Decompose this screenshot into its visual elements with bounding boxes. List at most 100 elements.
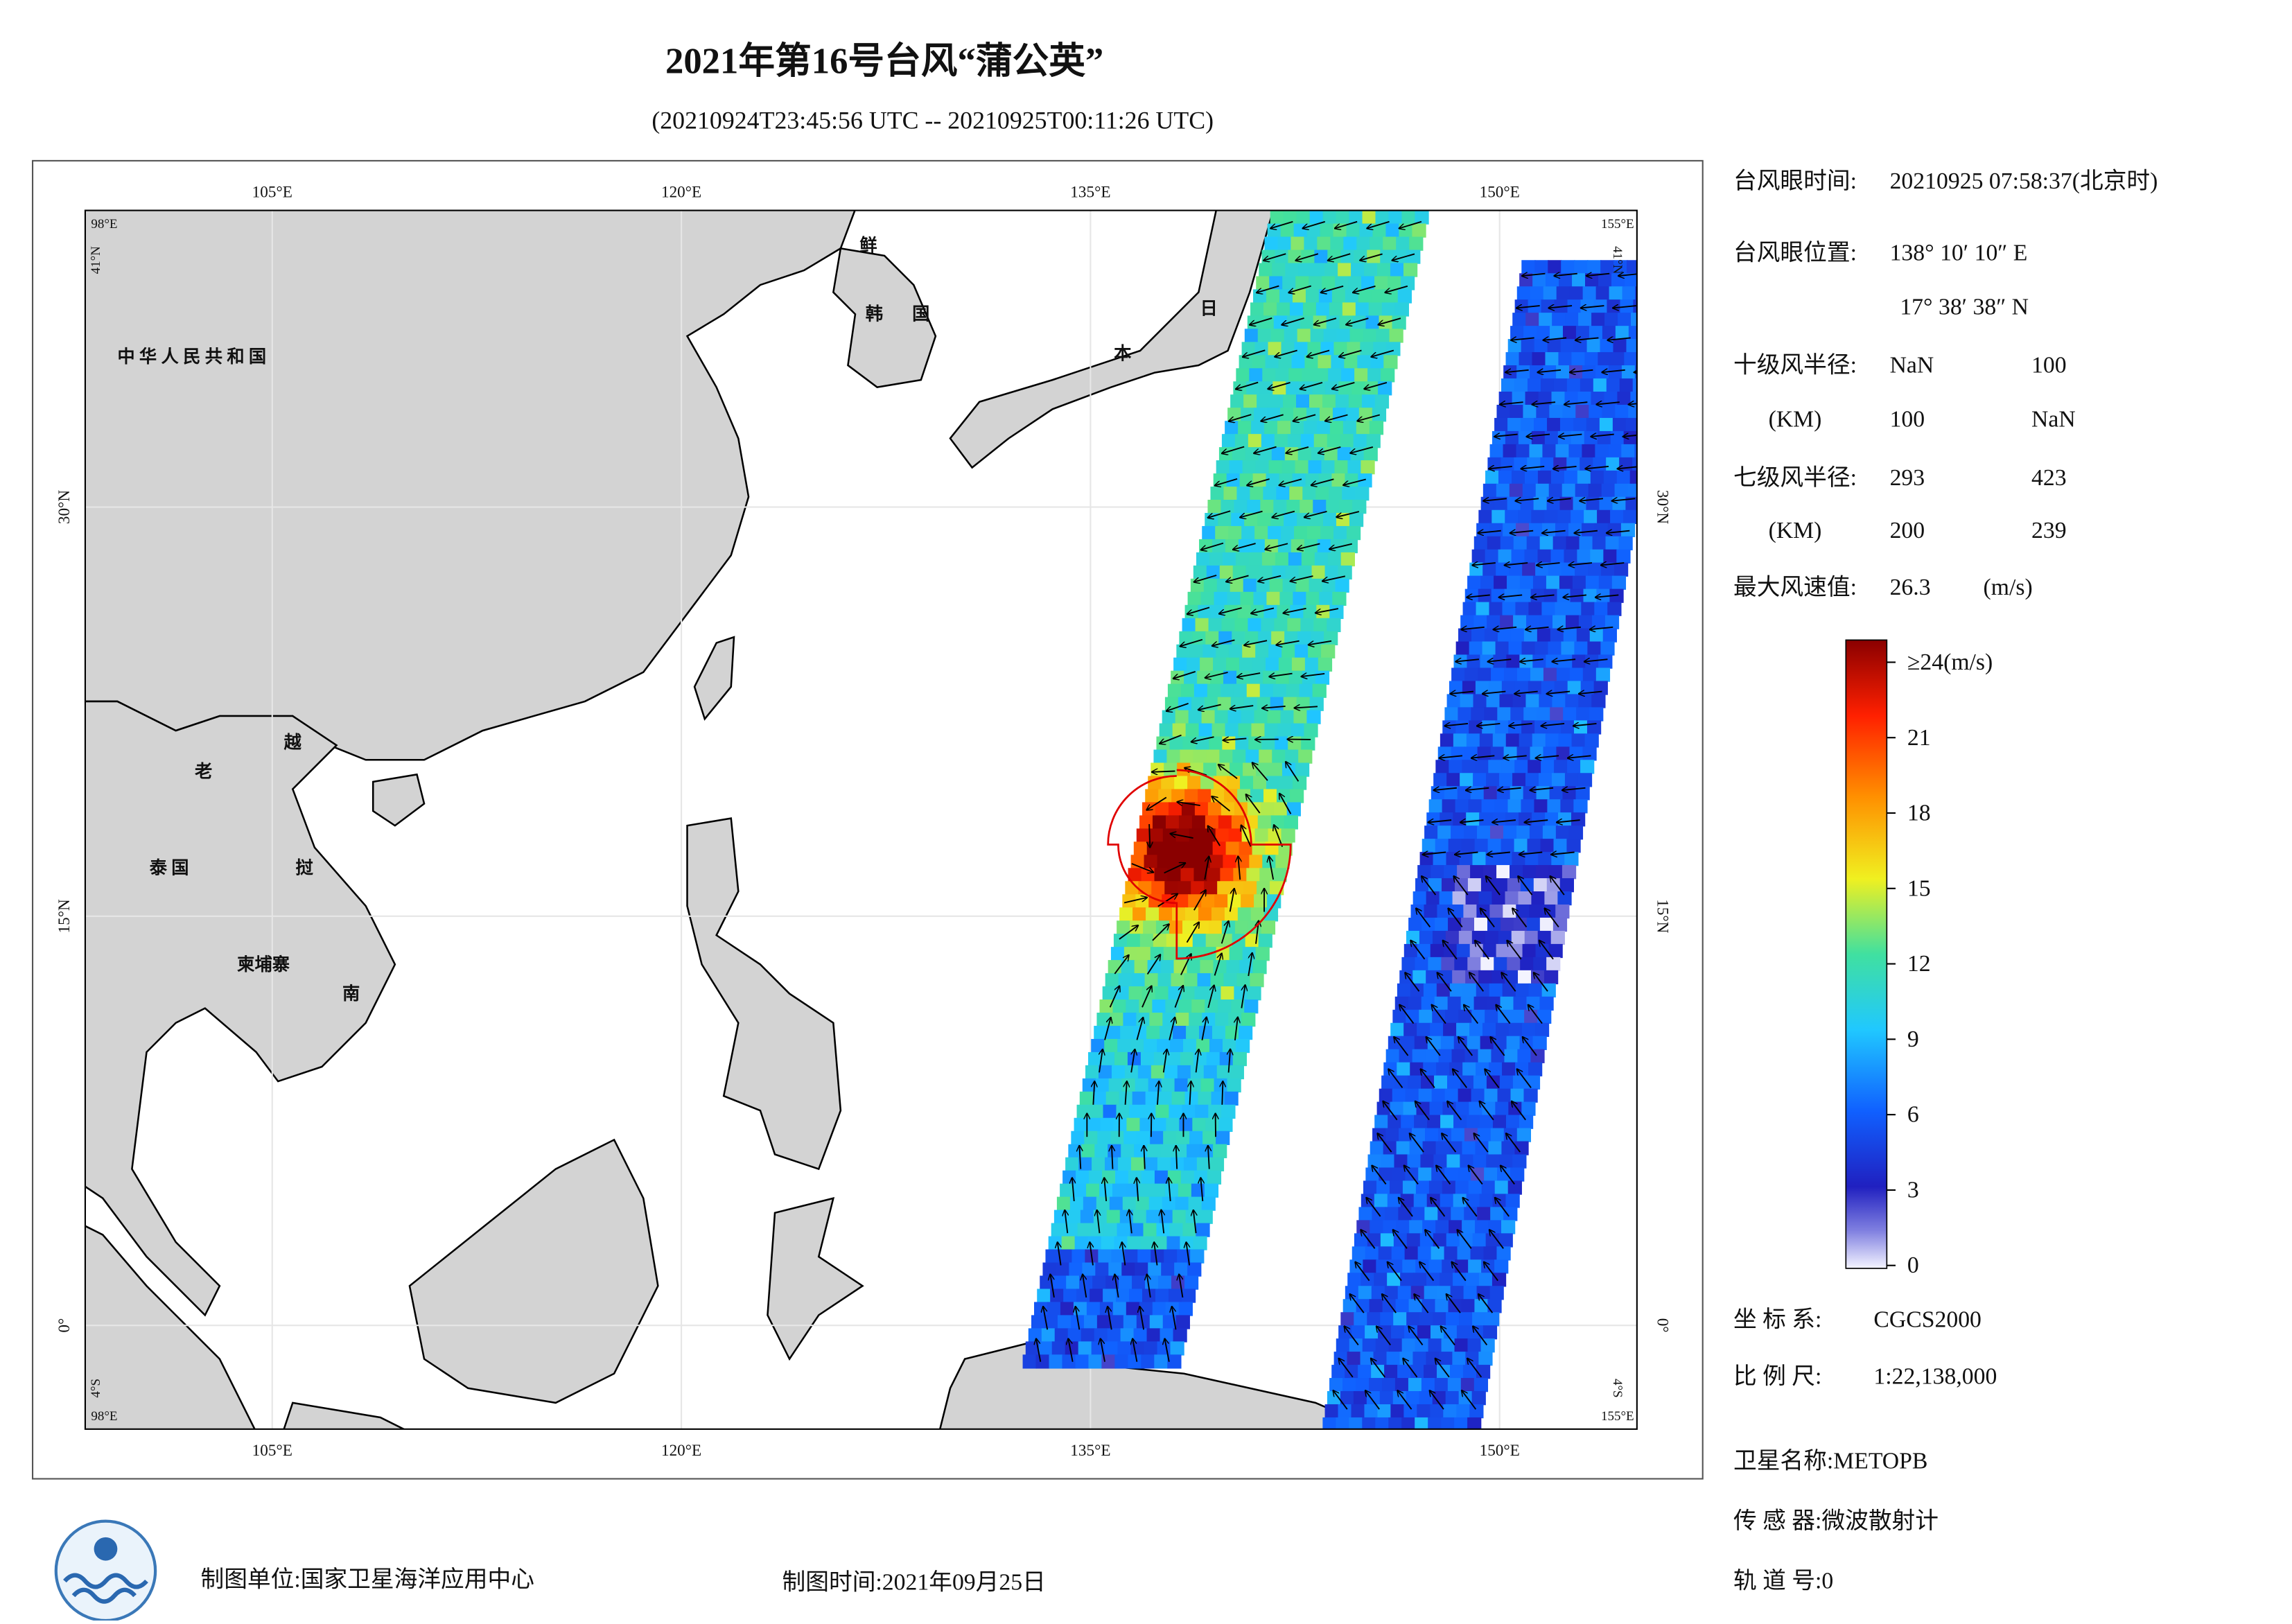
- wind-cell: [1174, 776, 1188, 789]
- production-time: 制图时间:2021年09月25日: [782, 1569, 1046, 1596]
- wind-cell: [1123, 1197, 1137, 1211]
- wind-cell: [1132, 1092, 1146, 1106]
- wind-cell: [1218, 513, 1232, 527]
- wind-cell: [1399, 1049, 1413, 1063]
- wind-cell: [1291, 724, 1304, 737]
- wind-cell: [1370, 237, 1383, 251]
- wind-cell: [1397, 1142, 1410, 1155]
- wind-cell: [1186, 1210, 1200, 1224]
- wind-cell: [1506, 1115, 1520, 1129]
- wind-cell: [1137, 1250, 1151, 1264]
- wind-cell: [1073, 1184, 1087, 1198]
- wind-cell: [1552, 392, 1566, 405]
- wind-cell: [1412, 970, 1426, 984]
- wind-cell: [1201, 894, 1215, 908]
- wind-cell: [1223, 487, 1237, 500]
- wind-cell: [1616, 550, 1630, 564]
- wind-cell: [1485, 1089, 1498, 1103]
- wind-cell: [1306, 592, 1320, 606]
- corner-label: 41°N: [1610, 246, 1625, 274]
- wind-cell: [1489, 523, 1503, 537]
- wind-cell: [1115, 1171, 1129, 1185]
- wind-cell: [1248, 802, 1261, 816]
- wind-cell: [1546, 733, 1559, 747]
- wind-cell: [1471, 1010, 1485, 1024]
- wind-cell: [1085, 1065, 1099, 1079]
- wind-cell: [1196, 552, 1210, 566]
- lat-label-right: 0°: [1653, 1318, 1671, 1333]
- wind-cell: [1219, 750, 1233, 764]
- wind-cell: [1160, 841, 1174, 855]
- wind-cell: [1381, 1233, 1394, 1247]
- wind-cell: [1166, 1118, 1180, 1132]
- wind-cell: [1187, 658, 1200, 672]
- wind-cell: [1331, 355, 1345, 369]
- wind-cell: [1553, 839, 1567, 853]
- wind-cell: [1408, 1378, 1422, 1392]
- wind-cell: [1507, 576, 1521, 590]
- wind-cell: [1572, 273, 1586, 287]
- wind-cell: [1381, 1154, 1394, 1168]
- wind-cell: [1506, 733, 1520, 747]
- wind-cell: [1446, 1154, 1460, 1168]
- wind-cell: [1250, 671, 1263, 685]
- wind-cell: [1433, 852, 1447, 866]
- wind-cell: [1146, 1210, 1160, 1224]
- wind-cell: [1516, 826, 1530, 839]
- wind-cell: [1257, 513, 1271, 527]
- wind-cell: [1532, 273, 1546, 287]
- wind-cell: [1452, 970, 1466, 984]
- wind-cell: [1207, 684, 1221, 698]
- wind-cell: [1266, 289, 1280, 303]
- wind-cell: [1103, 1289, 1117, 1302]
- wind-cell: [1363, 211, 1376, 225]
- wind-cell: [1207, 868, 1221, 882]
- wind-cell: [1637, 431, 1651, 445]
- place-label: 韩: [866, 305, 883, 324]
- wind-cell: [1564, 629, 1577, 643]
- wind-cell: [1503, 444, 1517, 458]
- wind-cell: [1192, 1118, 1206, 1132]
- wind-cell: [1273, 684, 1287, 698]
- wind-cell: [1521, 799, 1534, 813]
- wind-cell: [1580, 760, 1594, 774]
- wind-cell: [1417, 1102, 1431, 1116]
- info-text: 20210925 07:58:37(北京时): [1890, 168, 2158, 194]
- wind-cell: [1649, 286, 1663, 300]
- wind-cell: [1167, 1052, 1181, 1066]
- wind-arrow: [1149, 824, 1150, 848]
- wind-cell: [1130, 1039, 1144, 1053]
- place-label: 越: [284, 733, 302, 752]
- wind-cell: [1542, 523, 1556, 537]
- wind-cell: [1221, 986, 1234, 1000]
- wind-cell: [1237, 789, 1251, 803]
- wind-cell: [1396, 237, 1410, 251]
- wind-cell: [1555, 905, 1569, 918]
- info-text: NaN: [1890, 353, 1934, 378]
- wind-cell: [1275, 434, 1288, 448]
- wind-cell: [1166, 815, 1180, 829]
- wind-cell: [1162, 1197, 1176, 1211]
- wind-cell: [1110, 1131, 1124, 1145]
- wind-cell: [1134, 1144, 1148, 1158]
- wind-cell: [1179, 1302, 1193, 1316]
- wind-cell: [1615, 484, 1629, 498]
- wind-cell: [1241, 408, 1254, 421]
- colorbar-label: 12: [1907, 951, 1931, 977]
- wind-cell: [1106, 1092, 1120, 1106]
- wind-cell: [1495, 1102, 1509, 1116]
- wind-cell: [1495, 1180, 1509, 1194]
- wind-cell: [1501, 997, 1514, 1011]
- wind-cell: [1479, 812, 1493, 826]
- wind-cell: [1145, 789, 1159, 803]
- wind-cell: [1404, 944, 1418, 958]
- wind-cell: [1189, 645, 1203, 658]
- wind-cell: [1443, 1023, 1457, 1037]
- wind-cell: [1476, 602, 1490, 616]
- wind-cell: [1173, 658, 1187, 672]
- wind-cell: [1213, 658, 1227, 672]
- wind-cell: [1249, 368, 1263, 382]
- wind-cell: [1234, 986, 1248, 1000]
- wind-cell: [1471, 1089, 1485, 1103]
- wind-cell: [1121, 1144, 1135, 1158]
